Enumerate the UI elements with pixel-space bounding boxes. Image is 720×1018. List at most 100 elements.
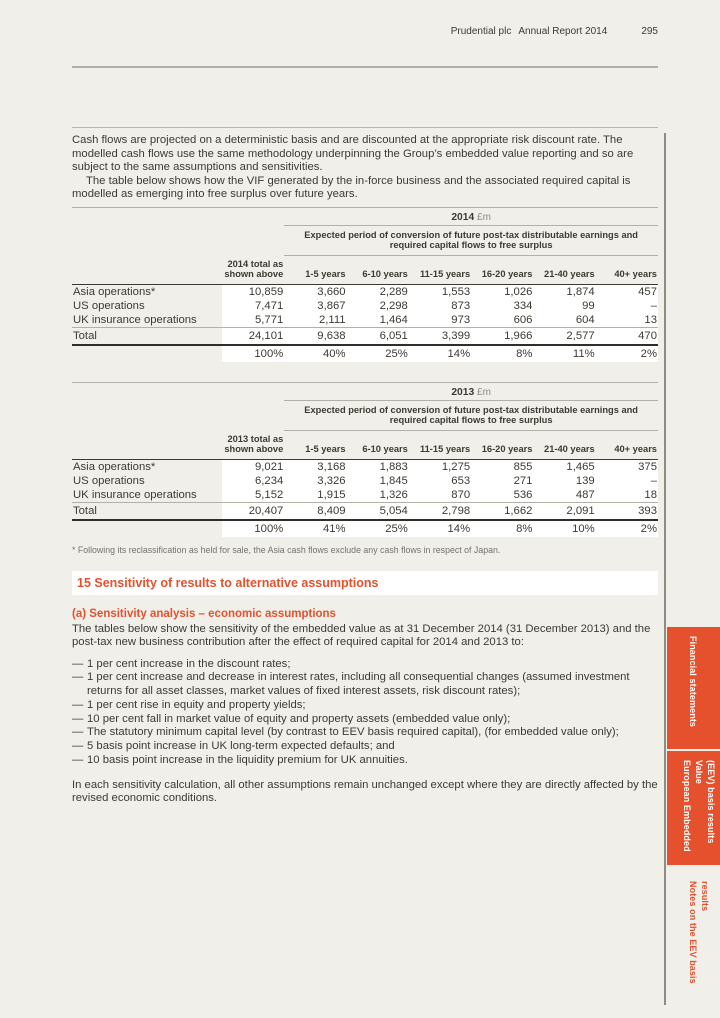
- bullet-text: 1 per cent rise in equity and property y…: [87, 698, 306, 711]
- intro-paragraph-2: The table below shows how the VIF genera…: [72, 174, 631, 201]
- row-label: US operations: [73, 299, 145, 312]
- bullet-text: 10 basis point increase in the liquidity…: [87, 754, 408, 767]
- bullet-text: 10 per cent fall in market value of equi…: [87, 712, 511, 725]
- section-15-heading: 15 Sensitivity of results to alternative…: [77, 575, 379, 590]
- table-band-row: Expected period of conversion of future …: [72, 401, 658, 431]
- bullet-dash: —: [72, 726, 84, 739]
- table-band-header: Expected period of conversion of future …: [284, 401, 658, 431]
- row-value: 334: [471, 298, 534, 313]
- row-value: 873: [408, 298, 472, 313]
- row-value: 606: [471, 312, 534, 327]
- row-value: 9,638: [284, 327, 347, 344]
- row-value: 1,845: [346, 473, 409, 488]
- table-year-row: 2013 £m: [72, 381, 658, 401]
- row-value: 653: [408, 473, 472, 488]
- table-total-row: Total 20,407 8,409 5,054 2,798 1,662 2,091 393: [72, 501, 658, 521]
- table-year-row: 2014 £m: [72, 206, 658, 226]
- row-value: 1,966: [471, 327, 534, 344]
- row-label: Asia operations*: [73, 285, 156, 298]
- row-value: 5,771: [222, 312, 285, 327]
- row-value: 604: [533, 312, 596, 327]
- table-row: UK insurance operations 5,152 1,915 1,326 87…: [72, 487, 658, 502]
- row-value: 1,465: [533, 459, 596, 474]
- row-value: 18: [595, 487, 658, 502]
- row-value: 99: [533, 298, 596, 313]
- table-row: UK insurance operations 5,771 2,111 1,464 97…: [72, 312, 658, 327]
- sidebar-divider-line: [664, 133, 666, 1005]
- section-15a-subheading: (a) Sensitivity analysis – economic assu…: [72, 607, 336, 620]
- table-band-row: Expected period of conversion of future …: [72, 226, 658, 256]
- row-value: 24,101: [222, 327, 285, 344]
- row-label: UK insurance operations: [73, 488, 197, 501]
- table-year-label: 2013 £m: [284, 383, 658, 401]
- row-label: Total: [73, 504, 97, 517]
- table-year-label: 2014 £m: [284, 208, 658, 226]
- percent-value: 2%: [595, 345, 658, 362]
- bullet-text: 1 per cent increase in the discount rate…: [87, 657, 291, 670]
- bullet-dash: —: [72, 740, 84, 753]
- tab-label: Financial statements: [688, 636, 698, 728]
- tab-label-line: (EEV) basis results: [706, 760, 716, 844]
- row-label: Total: [73, 329, 97, 342]
- conversion-table-2014: 2014 £m Expected period of conversion of …: [72, 206, 658, 362]
- row-value: 271: [471, 473, 534, 488]
- row-value: 855: [471, 459, 534, 474]
- row-value: 973: [408, 312, 472, 327]
- row-value: 2,111: [284, 312, 347, 327]
- table-total-row: Total 24,101 9,638 6,051 3,399 1,966 2,577 470: [72, 326, 658, 346]
- percent-value: 40%: [284, 345, 347, 362]
- bullet-text: The statutory minimum capital level (by …: [87, 726, 619, 739]
- row-value: 139: [533, 473, 596, 488]
- row-value: 3,399: [408, 327, 472, 344]
- row-value: 470: [595, 327, 658, 344]
- row-value: 3,326: [284, 473, 347, 488]
- bullet-item: —1 per cent rise in equity and property …: [72, 699, 658, 713]
- row-value: 5,152: [222, 487, 285, 502]
- row-label: Asia operations*: [73, 460, 156, 473]
- row-value: 1,662: [471, 502, 534, 519]
- row-label: US operations: [73, 474, 145, 487]
- bullet-item: — The statutory minimum capital level (by…: [72, 726, 658, 740]
- tab-label: Notes on the EEV basis results: [688, 881, 710, 984]
- col-header-total: 2013 total as shown above: [224, 433, 284, 455]
- row-value: 457: [595, 284, 658, 299]
- row-value: 1,915: [284, 487, 347, 502]
- row-value: 1,874: [533, 284, 596, 299]
- percent-value: 8%: [471, 520, 534, 537]
- row-value: 1,883: [346, 459, 409, 474]
- sensitivity-bullet-list: —1 per cent increase in the discount rat…: [72, 658, 658, 768]
- col-header-period: 21-40 years: [544, 269, 595, 279]
- tab-financial-statements[interactable]: Financial statements: [667, 627, 720, 749]
- percent-value: 41%: [284, 520, 347, 537]
- header-divider: [72, 66, 658, 68]
- bullet-item: —5 basis point increase in UK long-term …: [72, 740, 658, 754]
- row-value: 7,471: [222, 298, 285, 313]
- col-header-period: 1-5 years: [305, 444, 346, 454]
- percent-value: 8%: [471, 345, 534, 362]
- row-value: 6,234: [222, 473, 285, 488]
- col-header-total: 2014 total as shown above: [224, 258, 284, 280]
- row-value: 3,867: [284, 298, 347, 313]
- page-number: 295: [641, 26, 658, 37]
- row-value: 1,464: [346, 312, 409, 327]
- tab-eev-basis-results[interactable]: European Embedded Value (EEV) basis resu…: [667, 751, 720, 865]
- conversion-table-2013: 2013 £m Expected period of conversion of …: [72, 381, 658, 537]
- row-value: –: [595, 473, 658, 488]
- bullet-dash: —: [72, 698, 84, 711]
- tab-label-line: European Embedded Value: [682, 760, 704, 852]
- bullet-text: 1 per cent increase and decrease in inte…: [87, 671, 630, 698]
- col-header-period: 16-20 years: [481, 444, 533, 454]
- bullet-dash: —: [72, 671, 84, 684]
- row-value: 1,275: [408, 459, 472, 474]
- col-header-period: 1-5 years: [305, 269, 346, 279]
- row-value: 393: [595, 502, 658, 519]
- content-divider: [72, 127, 658, 128]
- table-column-header-row: 2013 total as shown above 1-5 years 6-10 y…: [72, 431, 658, 460]
- percent-value: 2%: [595, 520, 658, 537]
- tab-notes-on-eev-basis-results[interactable]: Notes on the EEV basis results: [667, 872, 720, 988]
- bullet-item: —10 per cent fall in market value of equ…: [72, 713, 658, 727]
- bullet-item: —1 per cent increase and decrease in int…: [72, 671, 658, 699]
- section-15-heading-band: 15 Sensitivity of results to alternative…: [72, 570, 658, 595]
- bullet-text: 5 basis point increase in UK long-term e…: [87, 740, 395, 753]
- table-row: US operations 6,234 3,326 1,845 653 271 139–: [72, 473, 658, 488]
